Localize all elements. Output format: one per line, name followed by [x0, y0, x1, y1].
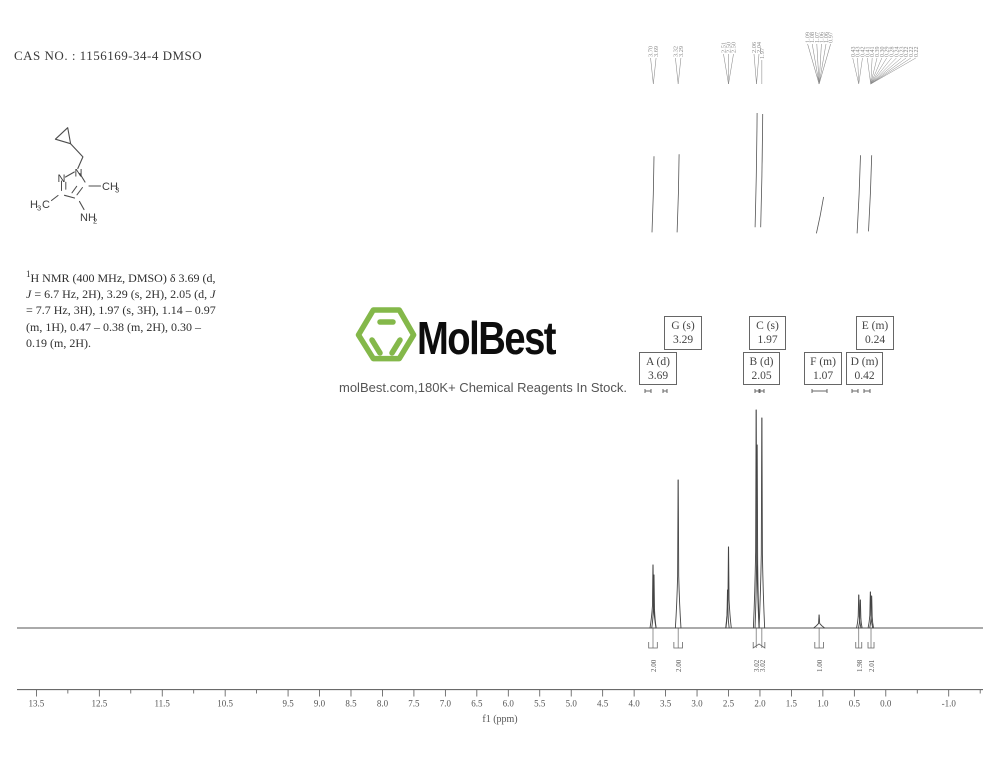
svg-text:3.0: 3.0	[691, 699, 703, 709]
svg-text:8.0: 8.0	[377, 699, 389, 709]
svg-text:1.0: 1.0	[817, 699, 829, 709]
svg-text:5.5: 5.5	[534, 699, 546, 709]
svg-text:3.69: 3.69	[653, 46, 660, 57]
svg-text:-1.0: -1.0	[942, 699, 957, 709]
svg-text:1.00: 1.00	[816, 659, 824, 672]
svg-text:13.5: 13.5	[29, 699, 45, 709]
svg-text:1.97: 1.97	[759, 48, 766, 59]
svg-text:8.5: 8.5	[345, 699, 357, 709]
svg-text:10.5: 10.5	[217, 699, 233, 709]
svg-text:2.00: 2.00	[650, 659, 658, 672]
svg-text:2.0: 2.0	[754, 699, 766, 709]
svg-text:7.0: 7.0	[440, 699, 452, 709]
svg-text:f1 (ppm): f1 (ppm)	[482, 714, 517, 725]
svg-text:11.5: 11.5	[155, 699, 171, 709]
svg-text:3.02: 3.02	[759, 659, 767, 672]
svg-text:6.0: 6.0	[503, 699, 515, 709]
svg-text:1.5: 1.5	[786, 699, 798, 709]
svg-text:3.5: 3.5	[660, 699, 672, 709]
svg-text:2.01: 2.01	[868, 659, 876, 672]
svg-text:5.0: 5.0	[566, 699, 578, 709]
svg-text:2.50: 2.50	[731, 42, 738, 53]
svg-text:9.0: 9.0	[314, 699, 326, 709]
svg-text:2.00: 2.00	[675, 659, 683, 672]
svg-text:3.29: 3.29	[678, 46, 685, 57]
svg-text:6.5: 6.5	[471, 699, 483, 709]
svg-text:2.5: 2.5	[723, 699, 735, 709]
svg-text:0.0: 0.0	[880, 699, 892, 709]
svg-text:12.5: 12.5	[91, 699, 107, 709]
svg-text:9.5: 9.5	[282, 699, 294, 709]
svg-text:0.5: 0.5	[849, 699, 861, 709]
svg-text:1.98: 1.98	[856, 659, 864, 672]
svg-text:4.0: 4.0	[629, 699, 641, 709]
svg-text:0.22: 0.22	[914, 47, 920, 58]
svg-text:7.5: 7.5	[408, 699, 420, 709]
svg-text:4.5: 4.5	[597, 699, 609, 709]
svg-text:0.97: 0.97	[828, 32, 835, 43]
